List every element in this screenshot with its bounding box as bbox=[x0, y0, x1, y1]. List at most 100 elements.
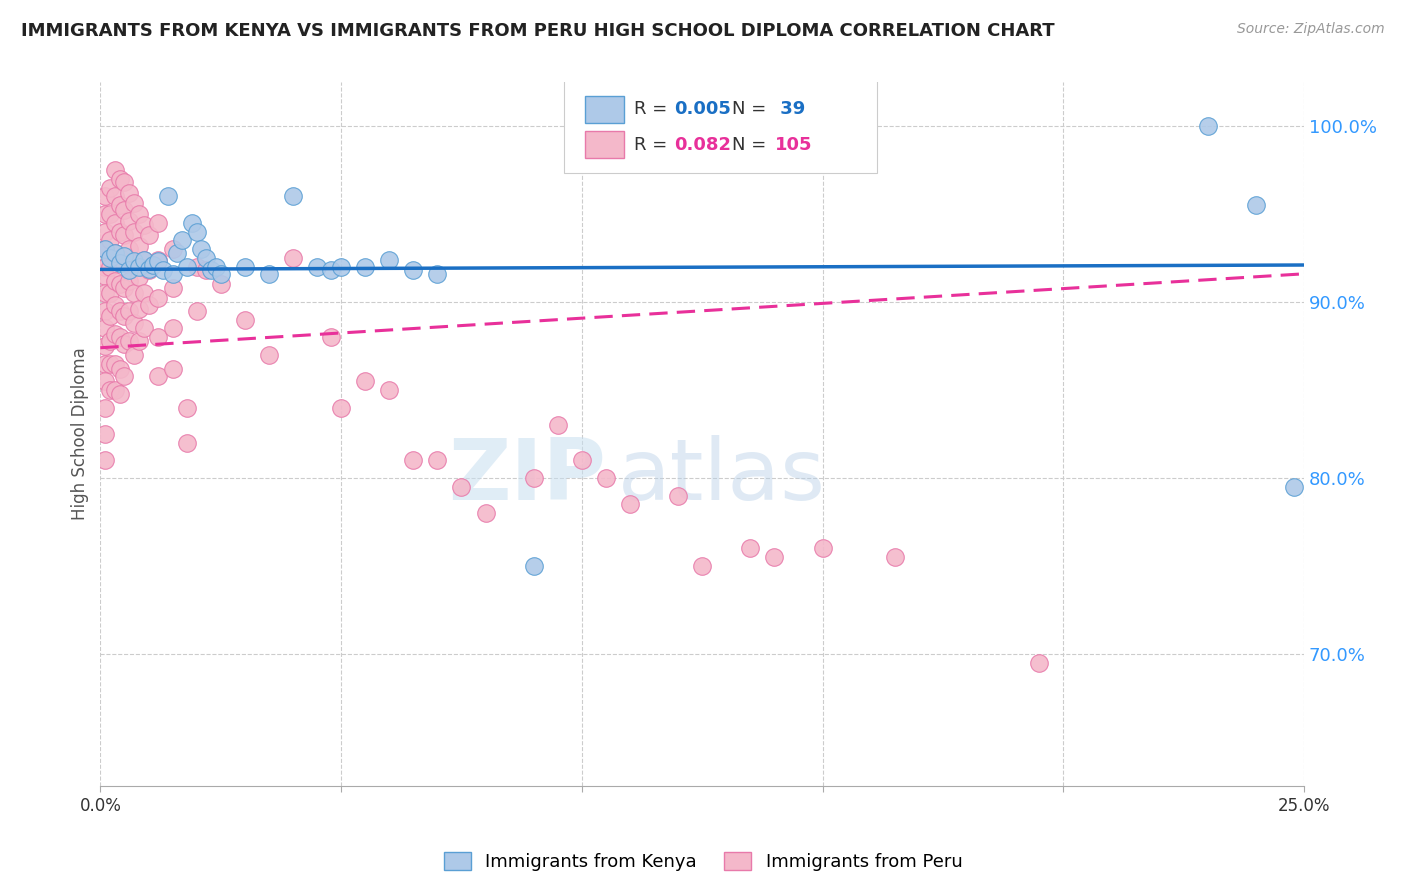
Text: R =: R = bbox=[634, 101, 672, 119]
Point bbox=[128, 301, 150, 316]
Point bbox=[571, 453, 593, 467]
Point bbox=[1028, 656, 1050, 670]
Point bbox=[166, 245, 188, 260]
Point bbox=[98, 383, 121, 397]
Point bbox=[104, 245, 127, 260]
Point bbox=[330, 260, 353, 274]
Point bbox=[104, 274, 127, 288]
Point bbox=[112, 228, 135, 243]
Point bbox=[1284, 480, 1306, 494]
Point bbox=[94, 374, 117, 388]
Point bbox=[108, 277, 131, 292]
Point bbox=[1197, 119, 1219, 133]
Point bbox=[595, 471, 617, 485]
Point bbox=[402, 453, 425, 467]
Point bbox=[94, 189, 117, 203]
Y-axis label: High School Diploma: High School Diploma bbox=[72, 348, 89, 520]
Point bbox=[98, 334, 121, 348]
Point bbox=[138, 298, 160, 312]
Point bbox=[94, 357, 117, 371]
Point bbox=[128, 334, 150, 348]
Point bbox=[122, 225, 145, 239]
Point bbox=[104, 189, 127, 203]
Bar bbox=[585, 131, 624, 158]
Point bbox=[176, 435, 198, 450]
Point bbox=[354, 260, 377, 274]
Point bbox=[450, 480, 472, 494]
Point bbox=[112, 368, 135, 383]
Point bbox=[108, 386, 131, 401]
Point bbox=[122, 256, 145, 270]
Point bbox=[321, 263, 343, 277]
Point bbox=[108, 330, 131, 344]
Point bbox=[122, 348, 145, 362]
Point bbox=[118, 263, 141, 277]
Point bbox=[523, 559, 546, 574]
Point bbox=[98, 286, 121, 301]
Point bbox=[118, 214, 141, 228]
Point bbox=[138, 228, 160, 243]
Point bbox=[186, 225, 208, 239]
Text: R =: R = bbox=[634, 136, 672, 153]
Point bbox=[112, 203, 135, 218]
Point bbox=[426, 453, 449, 467]
Point bbox=[104, 383, 127, 397]
Point bbox=[94, 321, 117, 335]
Point bbox=[378, 383, 401, 397]
Point bbox=[190, 242, 212, 256]
Text: 39: 39 bbox=[775, 101, 806, 119]
Point bbox=[200, 263, 222, 277]
Point bbox=[122, 196, 145, 211]
Point bbox=[104, 326, 127, 341]
Point bbox=[94, 401, 117, 415]
Point bbox=[209, 277, 232, 292]
Point bbox=[122, 254, 145, 268]
Point bbox=[122, 316, 145, 330]
Point bbox=[132, 321, 155, 335]
Point bbox=[146, 252, 169, 267]
Text: IMMIGRANTS FROM KENYA VS IMMIGRANTS FROM PERU HIGH SCHOOL DIPLOMA CORRELATION CH: IMMIGRANTS FROM KENYA VS IMMIGRANTS FROM… bbox=[21, 22, 1054, 40]
Text: 0.082: 0.082 bbox=[675, 136, 731, 153]
Text: N =: N = bbox=[733, 101, 772, 119]
Point bbox=[98, 251, 121, 265]
Point bbox=[94, 339, 117, 353]
Point bbox=[112, 337, 135, 351]
Point bbox=[128, 260, 150, 274]
Point bbox=[118, 186, 141, 200]
Point bbox=[94, 242, 117, 256]
Point bbox=[281, 189, 304, 203]
Point bbox=[740, 541, 762, 556]
Point bbox=[162, 267, 184, 281]
Point bbox=[233, 312, 256, 326]
Point bbox=[112, 175, 135, 189]
Point bbox=[619, 498, 641, 512]
FancyBboxPatch shape bbox=[564, 78, 877, 173]
Point bbox=[98, 180, 121, 194]
Point bbox=[128, 270, 150, 285]
Point bbox=[152, 263, 174, 277]
Point bbox=[690, 559, 713, 574]
Point bbox=[176, 260, 198, 274]
Point bbox=[118, 274, 141, 288]
Point bbox=[186, 303, 208, 318]
Point bbox=[108, 303, 131, 318]
Point bbox=[98, 357, 121, 371]
Point bbox=[118, 242, 141, 256]
Text: atlas: atlas bbox=[619, 434, 825, 517]
Point bbox=[94, 268, 117, 283]
Point bbox=[1244, 198, 1267, 212]
Point bbox=[108, 171, 131, 186]
Point bbox=[257, 348, 280, 362]
Point bbox=[108, 225, 131, 239]
Text: 0.005: 0.005 bbox=[675, 101, 731, 119]
Point bbox=[94, 260, 117, 274]
Point bbox=[281, 251, 304, 265]
Point bbox=[426, 267, 449, 281]
Point bbox=[354, 374, 377, 388]
Point bbox=[94, 225, 117, 239]
Point bbox=[104, 245, 127, 260]
Point bbox=[763, 550, 786, 565]
Point bbox=[883, 550, 905, 565]
Point bbox=[128, 238, 150, 252]
Point bbox=[138, 263, 160, 277]
